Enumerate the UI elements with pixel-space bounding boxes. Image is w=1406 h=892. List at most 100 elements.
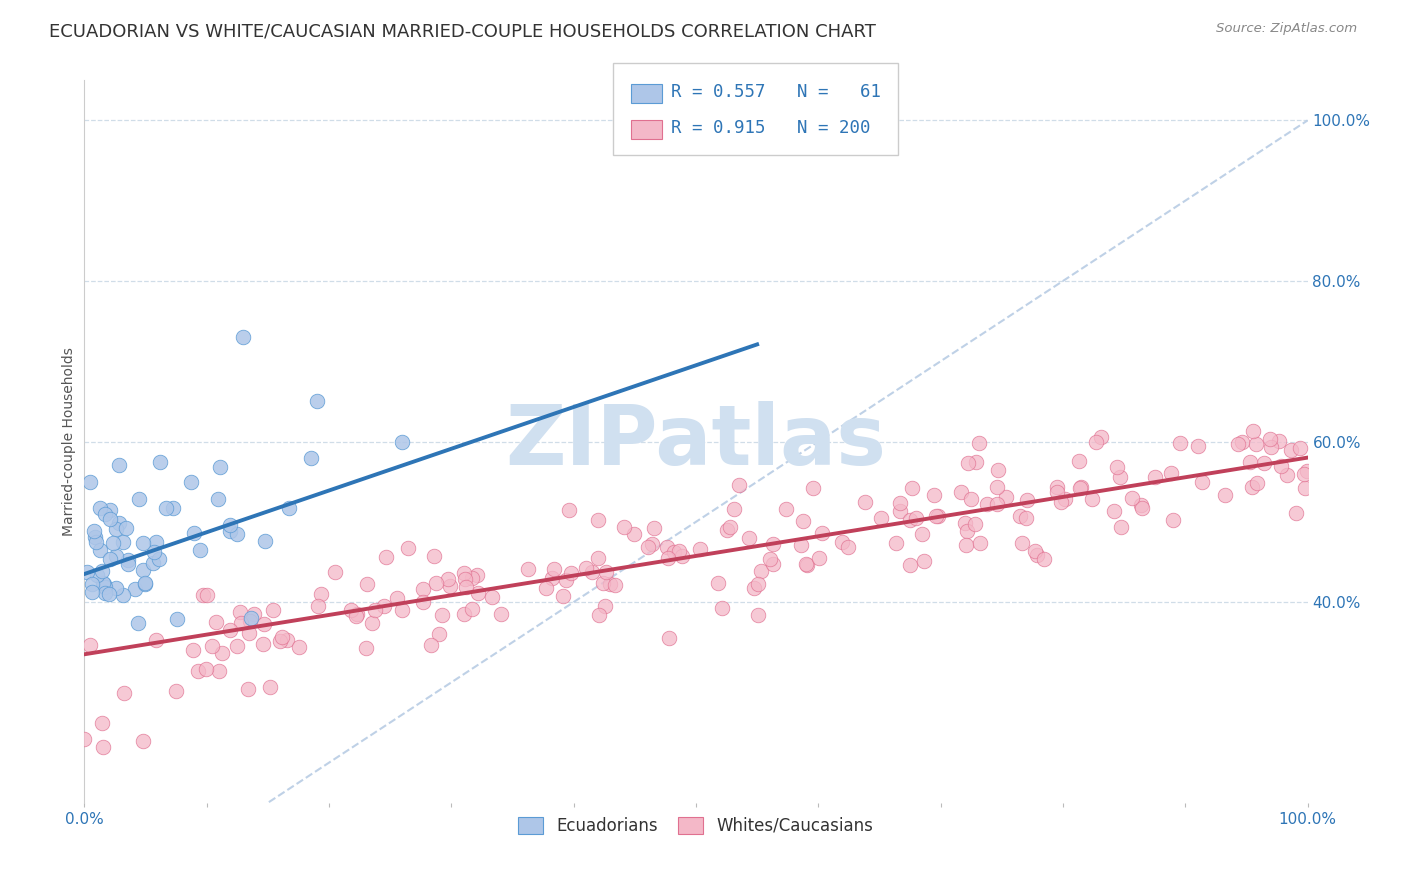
Point bbox=[132, 733, 155, 747]
Point bbox=[239, 614, 262, 628]
Point bbox=[963, 517, 986, 532]
Y-axis label: Married-couple Households: Married-couple Households bbox=[62, 347, 76, 536]
Point bbox=[84, 534, 107, 549]
Point bbox=[134, 576, 156, 591]
Point bbox=[662, 544, 685, 558]
Point bbox=[1161, 513, 1184, 527]
Point bbox=[541, 571, 564, 585]
Point bbox=[396, 541, 419, 555]
Point bbox=[796, 558, 818, 572]
Point bbox=[461, 602, 484, 616]
Point bbox=[1080, 491, 1102, 506]
Point bbox=[1246, 475, 1268, 490]
Point bbox=[252, 616, 274, 631]
Point bbox=[98, 587, 121, 601]
Point bbox=[706, 576, 728, 591]
Point bbox=[738, 531, 761, 545]
Text: Source: ZipAtlas.com: Source: ZipAtlas.com bbox=[1216, 22, 1357, 36]
Point bbox=[89, 542, 111, 557]
Point bbox=[1244, 437, 1267, 451]
Point bbox=[1253, 456, 1275, 470]
Point bbox=[229, 615, 252, 630]
Point bbox=[89, 501, 111, 516]
Point bbox=[208, 664, 231, 678]
Point bbox=[489, 607, 512, 622]
Text: ECUADORIAN VS WHITE/CAUCASIAN MARRIED-COUPLE HOUSEHOLDS CORRELATION CHART: ECUADORIAN VS WHITE/CAUCASIAN MARRIED-CO… bbox=[49, 22, 876, 40]
Point bbox=[595, 565, 617, 579]
Point bbox=[1109, 520, 1132, 534]
Point bbox=[86, 568, 108, 582]
Point bbox=[987, 463, 1010, 477]
Point bbox=[900, 481, 922, 495]
Point bbox=[439, 579, 461, 593]
Point bbox=[100, 512, 122, 526]
Point bbox=[1289, 441, 1312, 455]
Point bbox=[145, 633, 167, 648]
Point bbox=[149, 454, 172, 468]
Point bbox=[911, 527, 934, 541]
Point bbox=[914, 554, 936, 568]
Point bbox=[560, 566, 582, 580]
Point bbox=[592, 575, 614, 590]
Point bbox=[1069, 482, 1091, 496]
Point bbox=[90, 564, 112, 578]
Point bbox=[112, 534, 135, 549]
Point bbox=[83, 531, 105, 545]
Point bbox=[792, 514, 814, 528]
Point bbox=[558, 502, 581, 516]
Point bbox=[183, 525, 205, 540]
Point bbox=[252, 637, 274, 651]
Point bbox=[889, 496, 911, 510]
Point bbox=[364, 603, 387, 617]
Point bbox=[91, 716, 114, 731]
Point bbox=[105, 549, 128, 563]
Point bbox=[1168, 435, 1191, 450]
Point bbox=[1187, 439, 1209, 453]
Point bbox=[689, 542, 711, 557]
Point bbox=[236, 681, 259, 696]
Point bbox=[762, 536, 785, 550]
Point bbox=[423, 549, 446, 563]
Point bbox=[553, 590, 575, 604]
Point bbox=[1050, 494, 1073, 508]
Point bbox=[117, 552, 139, 566]
Point bbox=[641, 537, 664, 551]
Point bbox=[204, 615, 226, 630]
Point bbox=[1295, 464, 1317, 478]
Point bbox=[710, 601, 733, 615]
Point bbox=[1227, 437, 1250, 451]
Point bbox=[79, 475, 101, 490]
Point bbox=[211, 646, 233, 660]
Point bbox=[346, 607, 368, 621]
Point bbox=[668, 544, 690, 558]
Point bbox=[1024, 543, 1046, 558]
Point bbox=[837, 541, 859, 555]
Point bbox=[516, 562, 538, 576]
Point bbox=[262, 603, 284, 617]
Point bbox=[1258, 432, 1281, 446]
Point bbox=[927, 508, 949, 523]
Point bbox=[91, 576, 114, 591]
Point bbox=[269, 633, 291, 648]
Point bbox=[94, 586, 117, 600]
Point bbox=[93, 740, 115, 755]
Point bbox=[127, 615, 149, 630]
Point bbox=[1130, 500, 1153, 515]
Point bbox=[1213, 488, 1236, 502]
Point bbox=[904, 511, 927, 525]
Point bbox=[80, 577, 103, 591]
Point bbox=[356, 640, 378, 655]
Point bbox=[391, 603, 413, 617]
Point bbox=[420, 638, 443, 652]
Point bbox=[751, 564, 773, 578]
Point bbox=[671, 549, 693, 563]
Point bbox=[412, 582, 434, 597]
Point bbox=[1105, 460, 1128, 475]
Point bbox=[775, 501, 797, 516]
Point bbox=[98, 503, 121, 517]
Point bbox=[454, 572, 477, 586]
Point bbox=[1260, 441, 1282, 455]
Text: R = 0.915   N = 200: R = 0.915 N = 200 bbox=[671, 119, 870, 136]
Point bbox=[201, 639, 224, 653]
Point bbox=[219, 518, 242, 533]
